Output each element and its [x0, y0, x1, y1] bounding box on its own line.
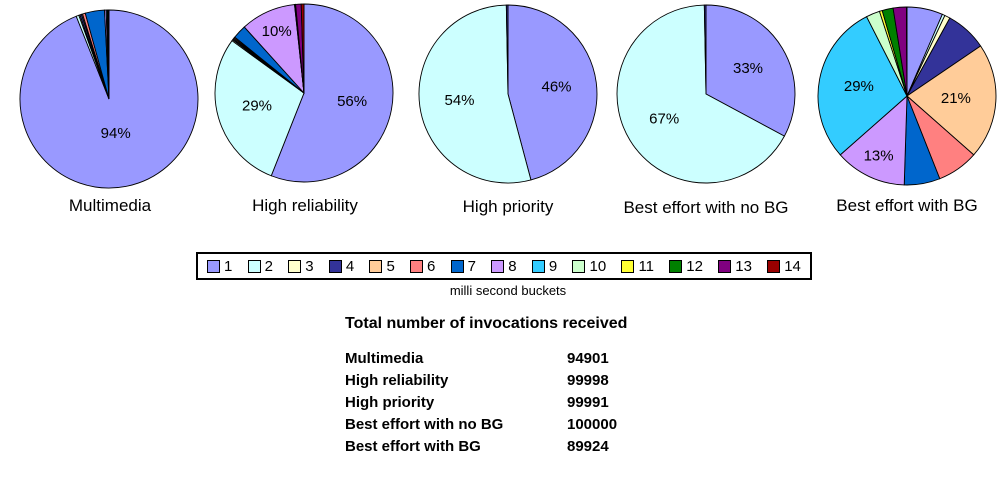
percent-label: 13% — [864, 147, 894, 164]
pie-slice-bucket-1 — [705, 4, 796, 137]
legend-swatch — [247, 259, 261, 273]
legend-item-label: 5 — [386, 257, 395, 275]
invocation-row-label: Multimedia — [345, 350, 424, 367]
legend-swatch — [669, 259, 683, 273]
pie-slice-bucket-1 — [507, 4, 598, 181]
percent-label: 21% — [941, 90, 971, 107]
percent-label: 56% — [337, 93, 367, 110]
legend-item-label: 1 — [224, 257, 233, 275]
legend-item-label: 13 — [735, 257, 752, 275]
invocation-row-label: High priority — [345, 394, 435, 411]
legend-swatch — [572, 259, 586, 273]
legend-swatch — [288, 259, 302, 273]
percent-label: 29% — [844, 78, 874, 95]
invocations-title: Total number of invocations received — [345, 315, 628, 332]
legend-swatch — [450, 259, 464, 273]
invocation-row-value: 99998 — [567, 372, 609, 389]
pie-title-best-effort-with-bg: Best effort with BG — [836, 196, 978, 215]
pie-title-high-priority: High priority — [462, 197, 554, 216]
pie-slice-bucket-14 — [905, 6, 908, 97]
legend-swatch — [328, 259, 342, 273]
pie-slice-bucket-5 — [906, 45, 997, 156]
pie-chart-multimedia: 94% — [19, 9, 199, 189]
legend-item-label: 3 — [305, 257, 314, 275]
pie-title-multimedia: Multimedia — [68, 196, 152, 215]
legend: 1 2 3 4 5 6 7 8 9 10 11 12 13 14 — [196, 252, 812, 280]
invocation-row-label: Best effort with no BG — [345, 416, 504, 433]
legend-swatch — [410, 259, 424, 273]
legend-item-13: 13 — [718, 259, 752, 274]
percent-label: 10% — [262, 23, 292, 40]
legend-item-4: 4 — [328, 257, 355, 275]
legend-item-11: 11 — [621, 259, 654, 274]
legend-swatch — [531, 259, 545, 273]
legend-item-10: 10 — [572, 259, 606, 274]
invocations-table: Total number of invocations received Mul… — [345, 315, 627, 458]
pie-chart-best-effort-no-bg: 33% 67% — [616, 4, 796, 184]
legend-item-label: 9 — [548, 257, 558, 275]
pie-title-best-effort-no-bg: Best effort with no BG — [623, 198, 789, 217]
legend-item-label: 6 — [427, 257, 436, 275]
percent-label: 29% — [242, 98, 272, 115]
legend-item-6: 6 — [410, 259, 435, 274]
percent-label: 54% — [444, 92, 474, 109]
pie-chart-high-reliability: 56% 29% 10% — [214, 3, 394, 183]
legend-item-1: 1 — [207, 259, 232, 274]
invocation-row-label: High reliability — [345, 372, 449, 389]
invocation-row-value: 100000 — [567, 416, 618, 433]
percent-label: 46% — [541, 79, 571, 96]
pie-slice-bucket-4 — [703, 4, 707, 95]
percent-label: 67% — [649, 110, 679, 127]
pie-slice-bucket-9 — [817, 16, 908, 156]
pie-slice-bucket-1 — [270, 3, 394, 183]
pie-slice-bucket-2 — [616, 4, 786, 184]
pie-chart-best-effort-with-bg: 21% 13% 29% — [817, 6, 997, 186]
legend-swatch — [718, 259, 732, 273]
legend-swatch — [491, 259, 505, 273]
legend-swatch — [207, 259, 220, 273]
invocation-row-label: Best effort with BG — [345, 438, 481, 455]
legend-item-label: 8 — [508, 257, 517, 275]
legend-item-12: 12 — [669, 259, 703, 274]
legend-item-label: 12 — [686, 257, 703, 275]
invocation-row-value: 99991 — [567, 394, 609, 411]
pie-slice-bucket-2 — [418, 4, 532, 184]
legend-item-14: 14 — [767, 259, 801, 274]
legend-item-label: 10 — [589, 257, 607, 275]
percent-label: 33% — [733, 60, 763, 77]
pie-slice-bucket-8 — [839, 94, 908, 186]
legend-item-label: 2 — [264, 257, 273, 275]
legend-caption: milli second buckets — [449, 283, 567, 298]
invocation-row-value: 94901 — [567, 350, 609, 367]
legend-item-9: 9 — [531, 257, 558, 275]
percent-label: 94% — [101, 125, 131, 142]
invocations-rows: Multimedia 94901 High reliability 99998 … — [345, 348, 627, 458]
legend-item-5: 5 — [369, 257, 395, 275]
legend-item-7: 7 — [450, 257, 476, 275]
legend-swatch — [369, 259, 383, 273]
pie-slice-bucket-2 — [214, 40, 305, 177]
pie-chart-high-priority: 46% 54% — [418, 4, 598, 184]
pie-title-high-reliability: High reliability — [252, 196, 358, 215]
legend-item-3: 3 — [288, 257, 314, 275]
pie-slice-bucket-4 — [505, 4, 509, 95]
legend-swatch — [767, 259, 781, 273]
invocation-row-value: 89924 — [567, 438, 609, 455]
legend-item-label: 4 — [345, 257, 355, 275]
legend-item-8: 8 — [491, 257, 517, 275]
legend-item-label: 11 — [638, 257, 655, 275]
legend-item-2: 2 — [247, 257, 273, 275]
legend-swatch — [621, 259, 635, 273]
pie-slice-bucket-12 — [107, 9, 110, 100]
legend-item-label: 14 — [784, 257, 801, 275]
legend-item-label: 7 — [467, 257, 476, 275]
pie-slice-bucket-14 — [300, 3, 305, 94]
